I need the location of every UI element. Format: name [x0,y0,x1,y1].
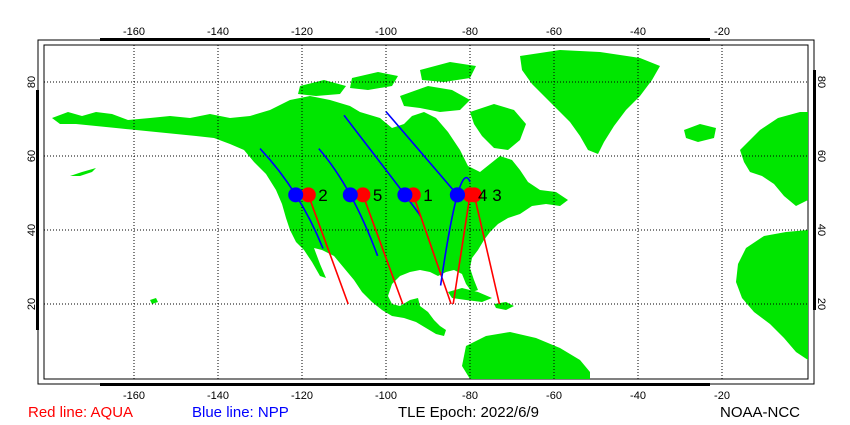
aqua-marker-3 [466,187,482,203]
aqua-track-3 [473,194,501,305]
lat-tick-label-right: 80 [815,76,827,88]
lon-tick-label-bottom: -80 [462,390,478,402]
lon-tick-label-bottom: -100 [375,390,397,402]
lat-tick-label-left: 20 [26,298,38,310]
aqua-track-1 [412,194,452,305]
lon-tick-label-top: -80 [462,26,478,38]
lat-tick-label-left: 60 [26,150,38,162]
aqua-marker-2 [300,187,316,203]
lon-tick-label-top: -100 [375,26,397,38]
greenland [520,50,660,154]
tle-epoch: TLE Epoch: 2022/6/9 [398,404,539,421]
lat-tick-label-right: 40 [815,224,827,236]
africa-northwest [736,230,808,360]
aqua-track-4 [452,194,471,305]
hawaii-islands [150,298,158,304]
arctic-island-4 [420,62,476,82]
pass-label-3: 3 [492,186,501,205]
legend-npp: Blue line: NPP [192,404,289,421]
lat-tick-label-right: 60 [815,150,827,162]
lon-tick-label-bottom: -160 [123,390,145,402]
lon-tick-label-bottom: -120 [291,390,313,402]
npp-track-3 [385,111,459,196]
lat-tick-label-left: 80 [26,76,38,88]
europe-edge [740,112,808,206]
top-edge-bar [100,38,710,41]
lat-tick-label-left: 40 [26,224,38,236]
lon-tick-label-bottom: -60 [546,390,562,402]
pass-label-1: 1 [423,186,432,205]
tick-labels: -160 -160 -140 -140 -120 -120 -100 -100 -80 -80 -6… [26,26,827,402]
aqua-track-2 [307,194,349,305]
pass-label-5: 5 [373,186,382,205]
north-america-landmass [52,96,568,336]
npp-marker-1 [397,187,413,203]
lon-tick-label-top: -120 [291,26,313,38]
arctic-island-3 [400,86,470,112]
lon-tick-label-top: -140 [207,26,229,38]
lat-tick-label-right: 20 [815,298,827,310]
left-edge-bar [36,90,39,330]
lon-tick-label-bottom: -40 [630,390,646,402]
npp-marker-3 [449,187,465,203]
aqua-marker-5 [355,187,371,203]
pass-label-2: 2 [318,186,327,205]
lon-tick-label-top: -60 [546,26,562,38]
credit-label: NOAA-NCC [720,404,801,421]
lon-tick-label-top: -160 [123,26,145,38]
aleutian-islands [70,168,96,176]
pass-label-4: 4 [478,186,487,205]
lon-tick-label-bottom: -140 [207,390,229,402]
arctic-island-1 [298,80,346,96]
bottom-edge-bar [100,383,710,386]
right-edge-bar [813,70,816,310]
lon-tick-label-bottom: -20 [714,390,730,402]
south-america-north [462,332,590,379]
npp-marker-2 [288,187,304,203]
lon-tick-label-top: -40 [630,26,646,38]
lon-tick-label-top: -20 [714,26,730,38]
arctic-island-2 [350,72,398,90]
legend-aqua: Red line: AQUA [28,404,134,421]
baffin-island [470,104,526,150]
aqua-track-5 [362,194,404,305]
iceland [684,124,716,142]
npp-marker-5 [342,187,358,203]
